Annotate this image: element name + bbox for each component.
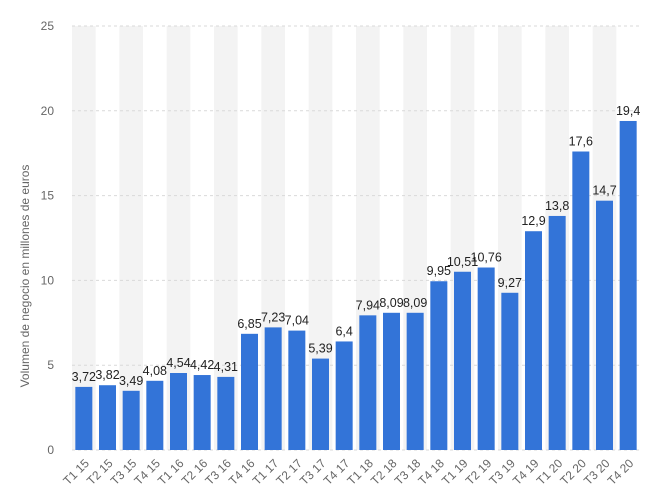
y-tick-label: 5 — [47, 358, 54, 372]
x-tick-label: T4 17 — [321, 456, 353, 488]
data-label: 9,27 — [498, 276, 522, 290]
bar — [406, 312, 424, 450]
y-axis-ticks: 0 5 10 15 20 25 — [41, 19, 55, 457]
bar — [193, 375, 211, 450]
x-tick-label: T1 15 — [60, 456, 92, 488]
x-tick-label: T3 20 — [581, 456, 613, 488]
data-label: 4,42 — [190, 358, 214, 372]
bar — [217, 376, 235, 450]
data-label: 4,08 — [143, 364, 167, 378]
x-tick-label: T1 20 — [534, 456, 566, 488]
x-tick-label: T1 17 — [250, 456, 282, 488]
x-tick-label: T3 16 — [202, 456, 234, 488]
x-tick-label: T2 19 — [463, 456, 495, 488]
gridlines — [72, 25, 640, 451]
bar — [170, 373, 187, 450]
bar — [264, 327, 282, 450]
bar — [619, 120, 637, 450]
x-tick-label: T2 20 — [557, 456, 589, 488]
bar — [572, 151, 590, 450]
data-label: 9,95 — [427, 264, 451, 278]
data-label: 10,51 — [447, 255, 478, 269]
y-tick-label: 0 — [47, 443, 54, 457]
bar — [359, 315, 377, 450]
x-tick-label: T3 17 — [297, 456, 329, 488]
data-label: 17,6 — [569, 135, 593, 149]
y-tick-label: 20 — [41, 104, 55, 118]
x-tick-label: T2 15 — [84, 456, 116, 488]
data-label: 3,72 — [72, 370, 96, 384]
data-label: 6,85 — [237, 317, 261, 331]
bars — [75, 120, 637, 450]
bar — [75, 386, 93, 450]
x-tick-label: T1 18 — [344, 456, 376, 488]
data-label: 6,4 — [335, 324, 352, 338]
x-tick-label: T2 18 — [368, 456, 400, 488]
background-band — [119, 26, 143, 450]
y-tick-label: 10 — [41, 273, 55, 287]
data-label: 7,23 — [261, 310, 285, 324]
bar — [146, 380, 164, 450]
y-axis-label: Volumen de negocio en millones de euros — [18, 165, 32, 388]
data-label: 7,94 — [356, 298, 380, 312]
data-label: 4,54 — [166, 356, 190, 370]
x-tick-label: T3 19 — [486, 456, 518, 488]
data-labels: 3,72 3,82 3,494,084,54 4,42 4,31 6,85 7,23 7,04… — [72, 104, 641, 388]
x-tick-label: T4 15 — [131, 456, 163, 488]
x-tick-label: T3 18 — [392, 456, 424, 488]
data-label: 8,09 — [379, 296, 403, 310]
x-tick-label: T4 19 — [510, 456, 542, 488]
bar — [99, 385, 116, 450]
x-tick-label: T3 15 — [108, 456, 140, 488]
y-tick-label: 15 — [41, 189, 55, 203]
x-tick-label: T2 17 — [273, 456, 305, 488]
x-tick-label: T4 18 — [415, 456, 447, 488]
background-band — [166, 26, 191, 450]
bar — [525, 231, 542, 450]
bar — [430, 281, 448, 450]
background-band — [214, 26, 238, 450]
bar — [288, 330, 306, 450]
bar — [548, 215, 566, 450]
data-label: 3,82 — [95, 368, 119, 382]
bar — [596, 200, 613, 450]
bar — [312, 358, 329, 450]
x-tick-label: T4 16 — [226, 456, 258, 488]
x-tick-label: T1 16 — [155, 456, 187, 488]
data-label: 8,09 — [403, 296, 427, 310]
bar — [241, 333, 258, 450]
bar — [501, 292, 519, 450]
bar — [454, 271, 471, 450]
data-label: 12,9 — [521, 214, 545, 228]
bar — [122, 390, 140, 450]
x-tick-label: T1 19 — [439, 456, 471, 488]
data-label: 5,39 — [308, 342, 332, 356]
background-band — [72, 26, 96, 450]
y-tick-label: 25 — [41, 19, 55, 33]
data-label: 14,7 — [592, 184, 616, 198]
data-label: 3,49 — [119, 374, 143, 388]
data-label: 4,31 — [214, 360, 238, 374]
data-label: 19,4 — [616, 104, 640, 118]
bar — [383, 312, 400, 450]
bar — [477, 267, 495, 450]
data-label: 10,76 — [471, 251, 502, 265]
x-tick-label: T4 20 — [605, 456, 637, 488]
data-label: 13,8 — [545, 199, 569, 213]
x-tick-label: T2 16 — [179, 456, 211, 488]
background-band — [308, 26, 333, 450]
data-label: 7,04 — [285, 314, 309, 328]
bar — [335, 341, 353, 450]
